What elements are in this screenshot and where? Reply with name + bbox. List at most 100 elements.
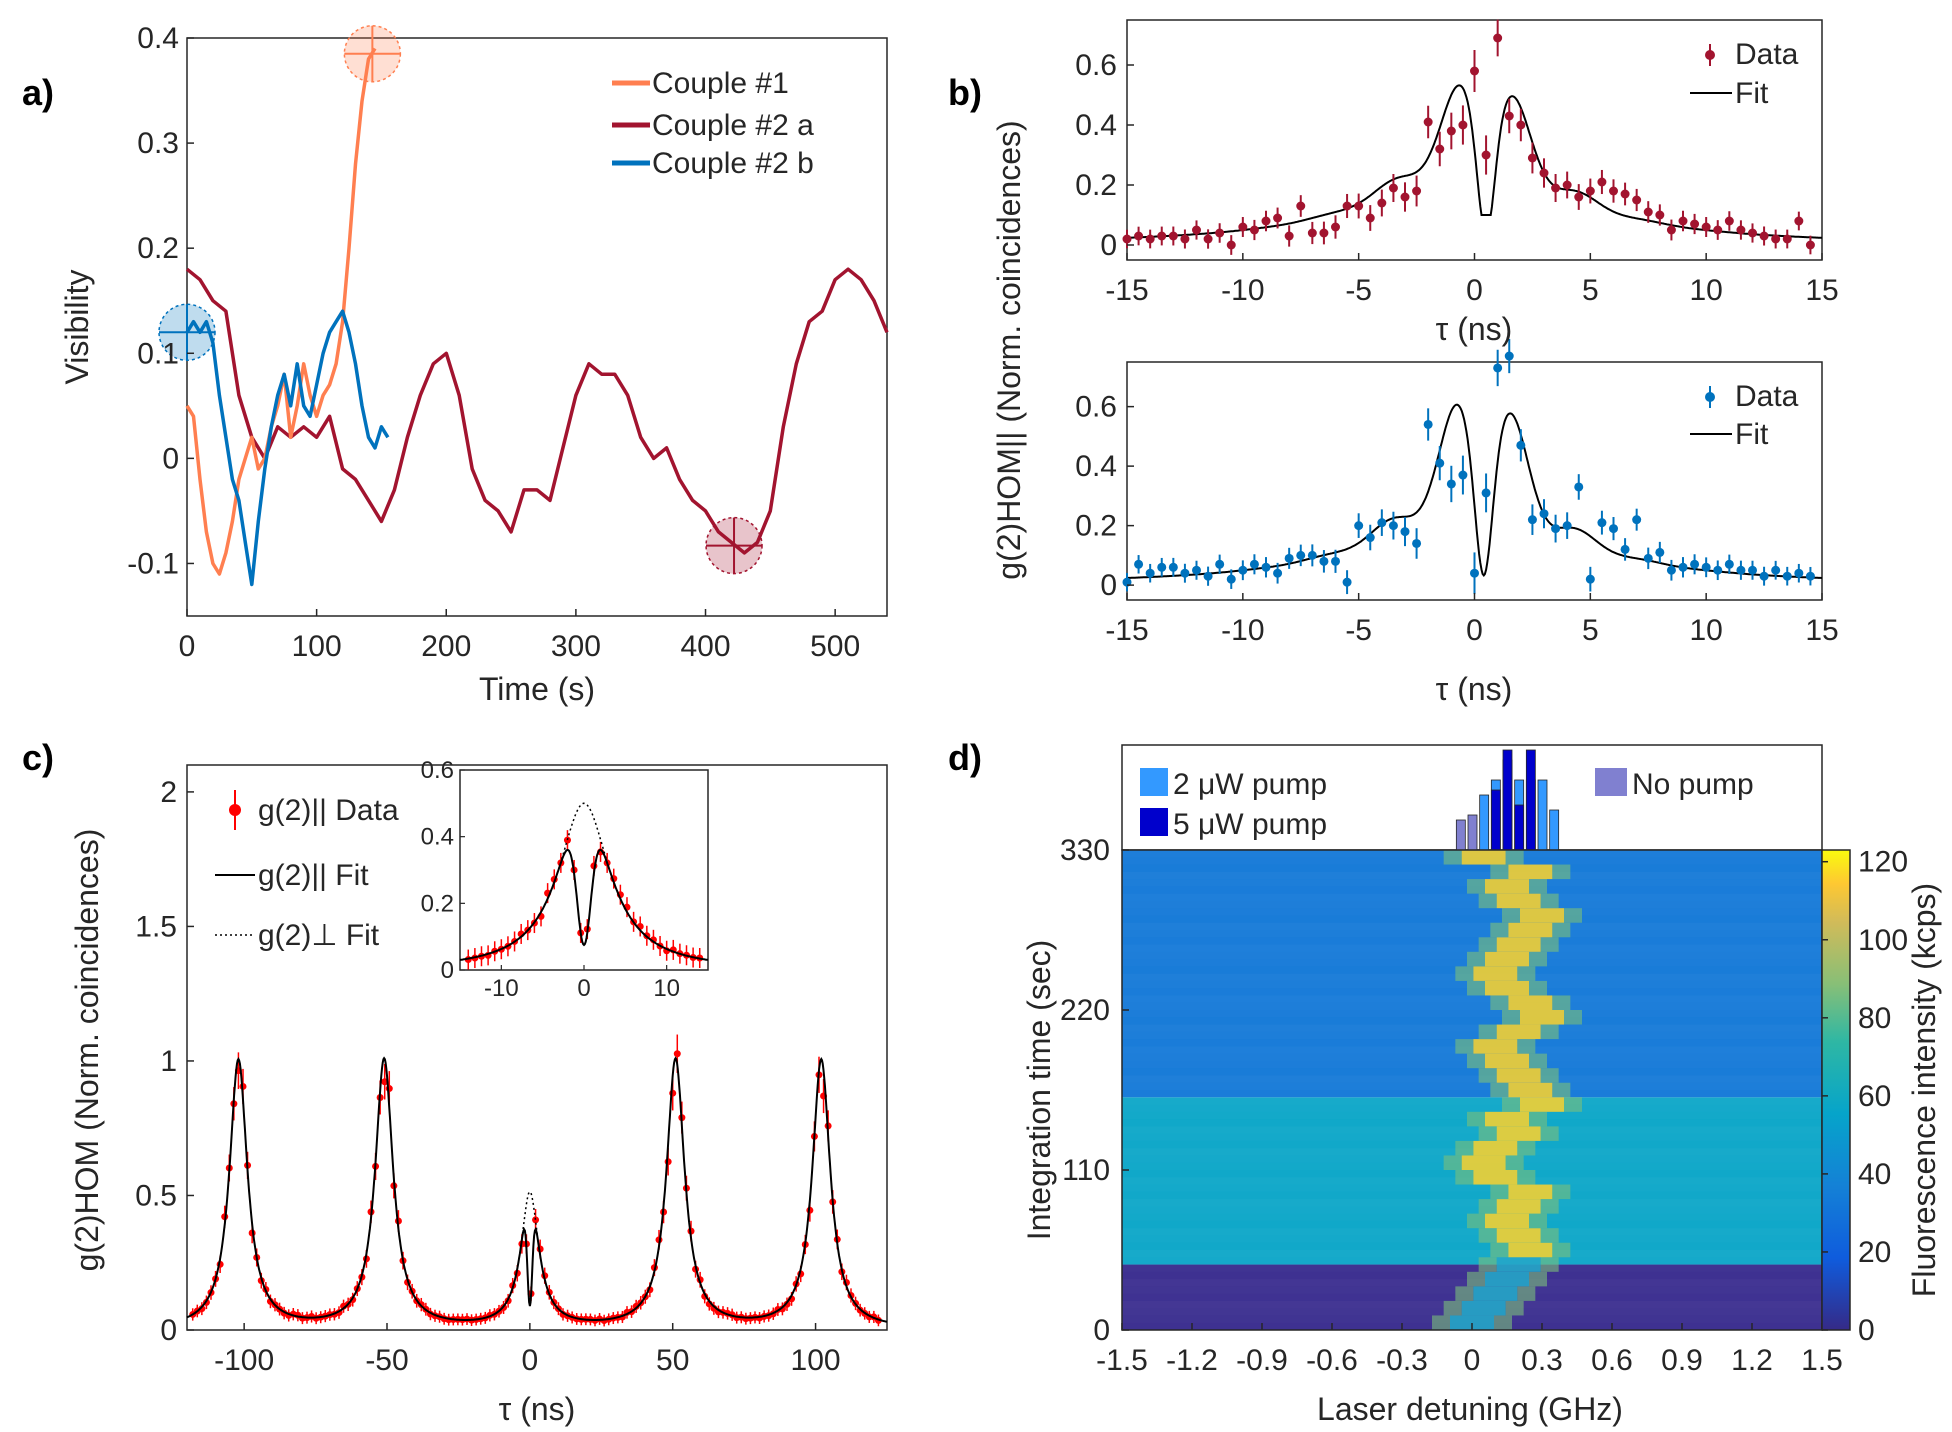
heatmap-row-texture	[1122, 1265, 1822, 1272]
data-point	[1412, 538, 1422, 548]
peak-cell-edge	[1467, 1053, 1485, 1069]
panel-b-bottom-legend: Data Fit	[1690, 380, 1799, 451]
data-point	[1331, 222, 1340, 232]
colorbar-tick-label: 20	[1858, 1236, 1891, 1269]
data-point	[1400, 527, 1410, 537]
peak-cell	[1508, 995, 1553, 1010]
x-tick-label: -15	[1105, 274, 1148, 307]
data-point	[1145, 568, 1155, 578]
panel-d-xlabel: Laser detuning (GHz)	[1317, 1391, 1623, 1427]
inset-x-tick-label: 10	[653, 975, 680, 1002]
panel-c-legend-data: g(2)|| Data	[258, 794, 399, 827]
peak-cell-edge	[1540, 937, 1559, 952]
x-tick-label: 0.6	[1591, 1344, 1633, 1377]
data-point	[1192, 225, 1201, 235]
data-point	[198, 1305, 206, 1313]
x-tick-label: -100	[214, 1344, 274, 1377]
panel-b-ylabel: g(2)HOM|| (Norm. coincidences)	[991, 120, 1027, 579]
data-point	[1562, 180, 1572, 190]
histogram-bar	[1525, 749, 1536, 851]
data-point	[1354, 521, 1364, 531]
peak-cell-edge	[1490, 922, 1509, 938]
data-point	[1771, 234, 1781, 244]
data-point	[1423, 117, 1433, 127]
panel-d-ylabel: Integration time (sec)	[1021, 940, 1057, 1241]
peak-cell	[1508, 1082, 1553, 1098]
panel-d-legend-nopump: No pump	[1632, 768, 1754, 801]
peak-cell-edge	[1455, 1039, 1474, 1054]
peak-cell-edge	[1467, 879, 1485, 894]
heatmap-row-texture	[1122, 1257, 1822, 1265]
y-tick-label: 0.4	[1075, 450, 1117, 483]
y-tick-label: 0.3	[137, 127, 179, 160]
data-point	[1145, 234, 1155, 244]
peak-cell	[1485, 980, 1529, 996]
heatmap-row-texture	[1122, 922, 1822, 930]
y-tick-label: 0	[1100, 229, 1117, 262]
data-point	[1226, 240, 1236, 250]
legend-couple2a: Couple #2 a	[652, 109, 814, 142]
peak-cell-edge	[1455, 966, 1474, 981]
peak-cell-edge	[1517, 1140, 1536, 1156]
x-tick-label: 5	[1582, 274, 1599, 307]
heatmap-row-texture	[1122, 1075, 1822, 1083]
inset-fit-parallel	[459, 848, 709, 961]
y-tick-label: -0.1	[127, 547, 179, 580]
data-point	[1609, 524, 1618, 534]
panel-label-b: b)	[948, 72, 982, 113]
series-line-couple-2-a	[185, 267, 889, 555]
data-point	[1157, 231, 1167, 241]
peak-cell	[1496, 1024, 1541, 1040]
data-point	[1666, 225, 1676, 235]
data-point	[1354, 201, 1364, 211]
peak-cell-edge	[1552, 1082, 1571, 1098]
peak-cell-edge	[1478, 1228, 1497, 1243]
peak-cell-edge	[1443, 1155, 1462, 1170]
colorbar-tick-label: 80	[1858, 1002, 1891, 1035]
x-tick-label: -0.6	[1306, 1344, 1358, 1377]
peak-cell	[1450, 1315, 1494, 1330]
peak-cell	[1485, 951, 1529, 967]
data-point	[1342, 201, 1352, 211]
x-tick-label: -0.9	[1236, 1344, 1288, 1377]
peak-cell	[1496, 1126, 1541, 1141]
colorbar-tick-label: 100	[1858, 924, 1908, 957]
data-point	[1632, 195, 1642, 205]
panel-b-top-xlabel: τ (ns)	[1436, 311, 1513, 347]
y-tick-label: 0.2	[1075, 510, 1117, 543]
data-point	[1273, 568, 1283, 578]
peak-cell	[1508, 864, 1553, 880]
data-point	[1527, 153, 1537, 163]
peak-cell-edge	[1455, 1286, 1474, 1301]
data-point	[1203, 234, 1213, 244]
x-tick-label: 0	[179, 630, 196, 663]
peak-cell	[1485, 879, 1529, 894]
peak-cell-edge	[1432, 1315, 1450, 1330]
data-point	[1470, 66, 1479, 76]
data-point	[1203, 571, 1213, 581]
peak-cell-edge	[1478, 1068, 1497, 1083]
panel-b-bottom-legend-data: Data	[1735, 380, 1799, 413]
peak-cell-edge	[1478, 1257, 1497, 1272]
data-point	[1180, 568, 1190, 578]
data-point	[1701, 222, 1711, 232]
panel-c-xlabel: τ (ns)	[499, 1391, 576, 1427]
inset-x-tick-label: -10	[484, 975, 519, 1002]
data-point	[1666, 565, 1676, 575]
peak-cell-edge	[1455, 1140, 1474, 1156]
data-point	[1504, 351, 1514, 361]
panel-c-legend: g(2)|| Data g(2)|| Fit g(2)⊥ Fit	[215, 790, 399, 952]
peak-cell	[1496, 937, 1541, 952]
peak-cell-edge	[1529, 1053, 1547, 1069]
heatmap-row-texture	[1122, 1228, 1822, 1236]
data-point	[1493, 33, 1503, 43]
data-point	[1632, 515, 1642, 525]
data-point	[1516, 120, 1526, 130]
peak-cell-edge	[1490, 995, 1509, 1010]
panel-d-colorbar	[1821, 849, 1851, 1331]
data-point	[1701, 562, 1711, 572]
x-tick-label: -50	[365, 1344, 408, 1377]
data-point	[1504, 111, 1514, 121]
peak-cell-edge	[1564, 1097, 1582, 1112]
heatmap-row-texture	[1122, 908, 1822, 915]
